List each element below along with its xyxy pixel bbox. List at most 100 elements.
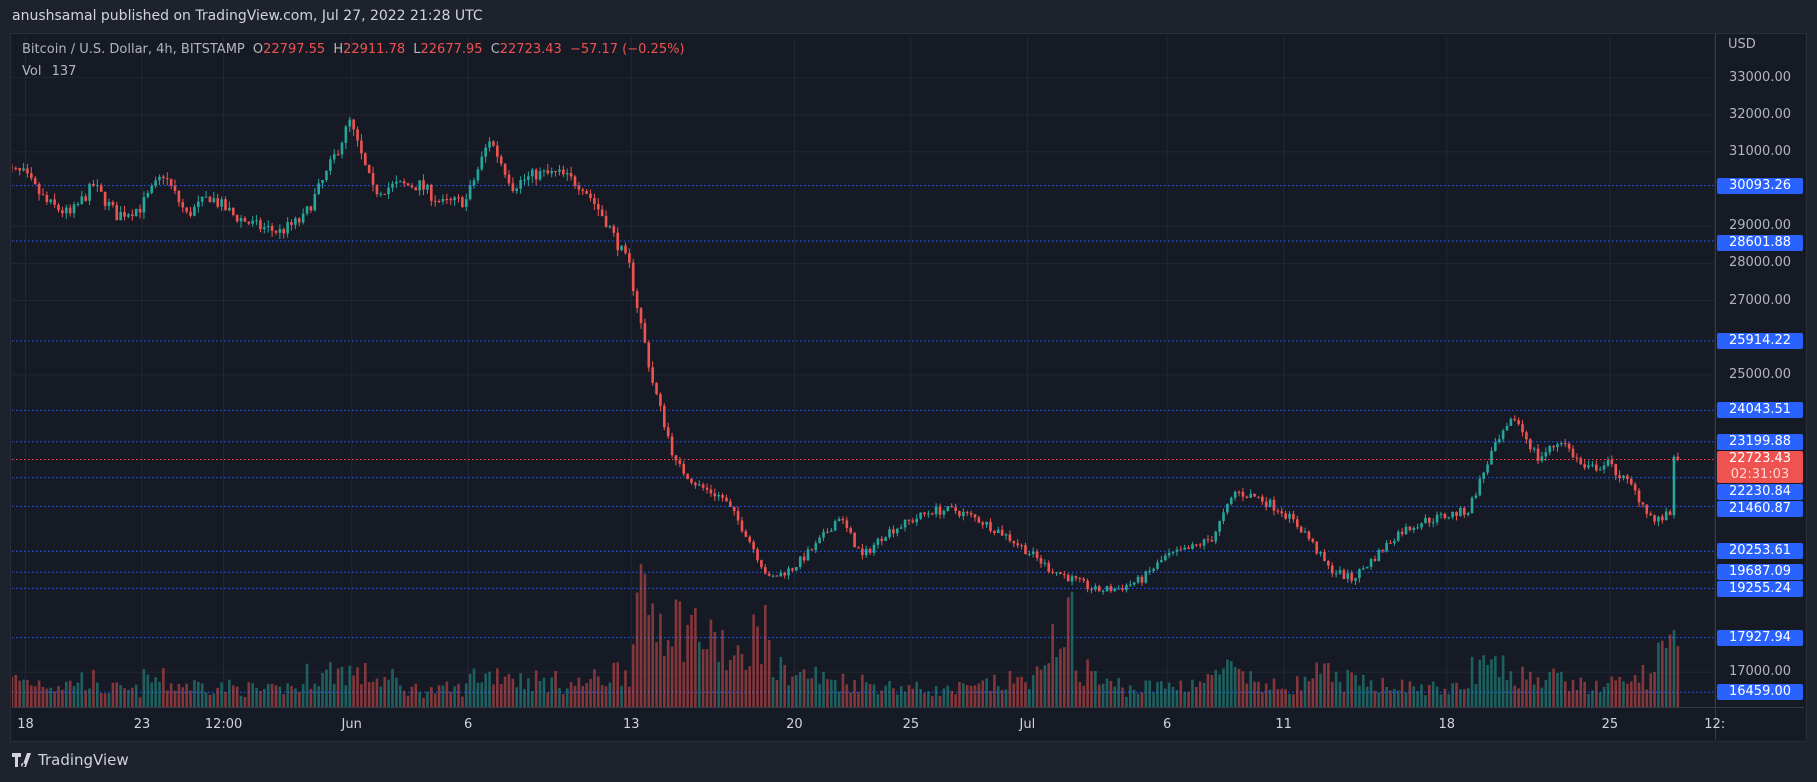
symbol-name[interactable]: Bitcoin / U.S. Dollar, 4h, BITSTAMP — [22, 42, 245, 57]
volume-bar — [1459, 689, 1462, 707]
volume-bar — [1622, 681, 1625, 707]
volume-bar — [231, 685, 235, 707]
volume-bar — [1548, 672, 1552, 707]
candlestick-chart[interactable] — [12, 37, 1715, 707]
candle-body — [22, 168, 25, 171]
candle-body — [119, 212, 122, 221]
volume-bar — [1470, 656, 1474, 707]
candle-body — [1346, 573, 1350, 579]
volume-bar — [1132, 689, 1136, 707]
candle-body — [864, 548, 868, 556]
candle-body — [1012, 540, 1016, 544]
level-price-label[interactable]: 28601.88 — [1717, 235, 1803, 252]
candle-body — [1614, 464, 1618, 476]
candle-body — [1241, 491, 1245, 497]
level-price-label[interactable]: 16459.00 — [1717, 684, 1803, 701]
candle-body — [822, 531, 825, 538]
volume-bar — [1268, 689, 1272, 707]
volume-bar — [1000, 689, 1004, 707]
volume-bar — [1501, 655, 1505, 707]
level-price-label[interactable]: 22230.84 — [1717, 484, 1803, 501]
level-price-label[interactable]: 30093.26 — [1717, 177, 1803, 194]
volume-bar — [406, 695, 410, 707]
time-label: Jul — [1019, 717, 1036, 732]
candle-body — [503, 163, 507, 175]
candle-body — [717, 494, 720, 497]
volume-bar — [1253, 681, 1256, 707]
candle-body — [1167, 552, 1171, 556]
time-axis[interactable]: 18 23 12:00 Jun 6 13 20 25 Jul 6 11 18 25 12: — [12, 707, 1804, 741]
level-price-label[interactable]: 24043.51 — [1717, 402, 1803, 419]
candle-body — [938, 506, 942, 515]
tradingview-footer[interactable]: TradingView — [12, 751, 129, 769]
volume-bar — [169, 683, 173, 707]
volume-bar — [1113, 686, 1117, 707]
candle-body — [329, 159, 332, 171]
candle-body — [492, 141, 495, 146]
level-price-label[interactable]: 19255.24 — [1717, 581, 1803, 598]
level-price-label[interactable]: 17927.94 — [1717, 629, 1803, 646]
volume-bar — [266, 683, 270, 707]
candle-body — [1311, 539, 1315, 542]
volume-bar — [317, 686, 320, 707]
level-price-label[interactable]: 21460.87 — [1717, 501, 1803, 518]
candle-body — [332, 154, 336, 160]
candle-body — [14, 167, 18, 169]
volume-bar — [76, 682, 80, 707]
volume-bar — [1451, 683, 1454, 707]
volume-bar — [919, 688, 922, 707]
volume-bar — [1595, 680, 1598, 707]
candle-body — [181, 202, 185, 208]
candle-body — [1047, 562, 1051, 572]
candle-body — [1416, 527, 1419, 529]
low-value: 22677.95 — [420, 42, 483, 57]
volume-bar — [1299, 690, 1303, 707]
candle-body — [1024, 545, 1027, 555]
volume-bar — [546, 692, 550, 707]
candle-body — [1198, 544, 1202, 546]
volume-bar — [1264, 683, 1268, 707]
volume-bar — [833, 680, 837, 707]
volume-bar — [1563, 681, 1567, 707]
candle-body — [1567, 443, 1571, 449]
candle-body — [1299, 526, 1303, 533]
price-tick: 32000.00 — [1728, 106, 1791, 122]
candle-body — [1261, 496, 1264, 502]
volume-bar — [197, 681, 200, 707]
candle-body — [1447, 517, 1451, 519]
ohlc-legend: Bitcoin / U.S. Dollar, 4h, BITSTAMP O227… — [22, 42, 689, 57]
level-price-label[interactable]: 25914.22 — [1717, 332, 1803, 349]
candle-body — [488, 141, 491, 148]
volume-bar — [1202, 682, 1206, 707]
chart-pane[interactable] — [12, 37, 1715, 707]
volume-bar — [1210, 675, 1214, 707]
candle-body — [942, 510, 946, 515]
candle-body — [49, 199, 53, 203]
candle-body — [985, 521, 988, 525]
volume-bar — [391, 668, 394, 707]
volume-bar — [61, 689, 64, 707]
volume-bar — [663, 655, 666, 707]
volume-bar — [798, 671, 802, 707]
candle-body — [1020, 545, 1023, 547]
level-price-label[interactable]: 20253.61 — [1717, 543, 1803, 560]
level-price-label[interactable]: 19687.09 — [1717, 564, 1803, 581]
level-price-label[interactable]: 23199.88 — [1717, 433, 1803, 450]
price-axis[interactable]: USD 33000.00 32000.00 31000.00 29000.00 2800… — [1715, 34, 1805, 740]
candle-body — [103, 191, 107, 206]
candle-body — [1358, 569, 1361, 579]
volume-bar — [837, 691, 841, 707]
volume-bar — [1443, 688, 1447, 707]
volume-bar — [593, 669, 596, 707]
candle-body — [841, 518, 845, 521]
candle-body — [1509, 418, 1513, 427]
candle-body — [686, 473, 689, 480]
candle-body — [204, 196, 208, 198]
volume-bar — [1078, 682, 1082, 707]
volume-bar — [818, 683, 821, 707]
volume-bar — [1377, 692, 1381, 707]
candle-body — [224, 199, 227, 211]
candle-body — [445, 198, 449, 200]
candle-body — [158, 176, 161, 181]
volume-bar — [64, 681, 68, 707]
